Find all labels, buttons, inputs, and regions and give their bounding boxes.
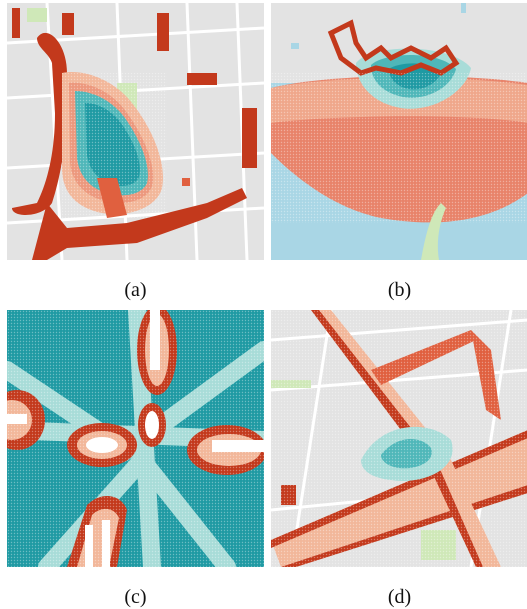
- heatmap-a: [7, 3, 264, 260]
- heat-patch: [62, 13, 74, 35]
- heat-patch: [12, 8, 20, 38]
- heat-band-red: [32, 188, 247, 260]
- map-panel-a: [7, 3, 264, 260]
- caption-a: (a): [124, 279, 147, 301]
- caption-d: (d): [387, 586, 412, 608]
- dot-grid: [271, 73, 527, 223]
- water-area: [461, 3, 466, 13]
- heatmap-d: [271, 310, 527, 567]
- map-panel-d: [271, 310, 527, 567]
- park-area: [421, 203, 446, 260]
- heat-band-red: [12, 32, 67, 215]
- heat-patch: [242, 108, 257, 168]
- heat-band-orange: [97, 178, 127, 218]
- heatmap-c: [7, 310, 264, 567]
- heat-patch: [187, 73, 217, 85]
- map-panel-c: [7, 310, 264, 567]
- park-area: [27, 8, 47, 22]
- caption-b: (b): [387, 279, 412, 301]
- shoreline-band: [327, 19, 460, 76]
- water-area: [291, 43, 299, 49]
- dot-grid: [271, 310, 527, 567]
- heat-patch: [157, 13, 169, 51]
- heatmap-b: [271, 3, 527, 260]
- caption-c: (c): [124, 586, 147, 608]
- dot-grid: [7, 310, 264, 567]
- heat-patch: [182, 178, 190, 186]
- map-panel-b: [271, 3, 527, 260]
